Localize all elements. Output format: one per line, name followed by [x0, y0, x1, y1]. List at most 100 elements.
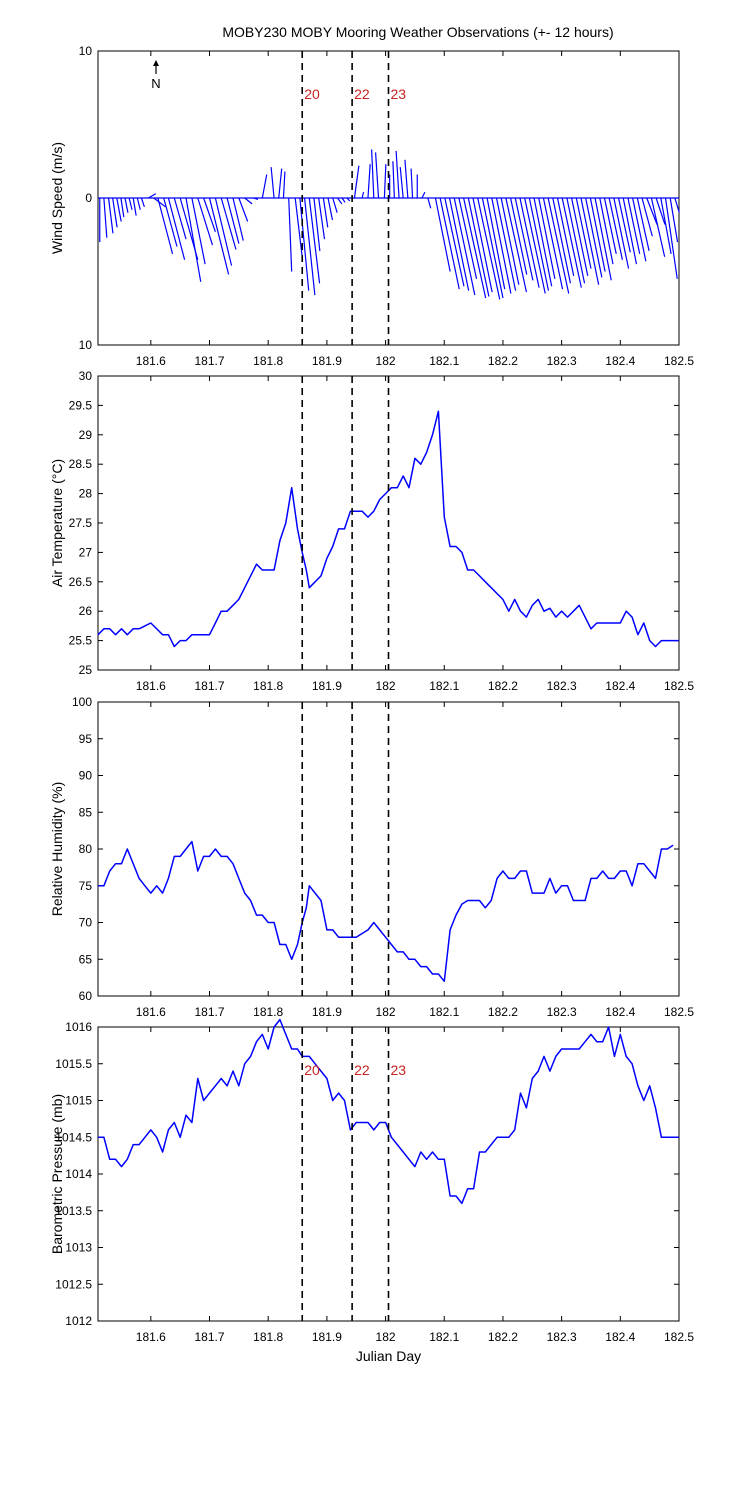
wind-vector — [103, 197, 108, 238]
wind-vector — [313, 197, 321, 251]
wind-vector — [646, 197, 658, 225]
wind-vector — [599, 197, 614, 265]
wind-vector — [491, 197, 512, 294]
wind-vector — [392, 161, 395, 199]
y-axis-label: Relative Humidity (%) — [49, 782, 65, 917]
y-tick-label: 1012 — [65, 1314, 92, 1328]
x-tick-label: 182.2 — [488, 679, 518, 693]
wind-vector — [395, 150, 400, 199]
y-tick-label: 29.5 — [69, 398, 93, 412]
panel-rh: 181.6 181.7 181.8 181.9 182 182.1 182.2 182.3 18… — [49, 695, 694, 1019]
x-tick-label: 181.6 — [136, 1330, 166, 1344]
wind-vector — [481, 197, 504, 299]
wind-vector — [226, 197, 240, 244]
y-tick-label: 28 — [79, 487, 93, 501]
wind-vector — [594, 197, 612, 281]
wind-vector — [353, 165, 360, 199]
wind-vector — [383, 164, 387, 199]
wind-vector — [132, 197, 137, 216]
y-axis-label: Air Temperature (°C) — [49, 459, 65, 587]
y-tick-label: 75 — [79, 879, 93, 893]
x-tick-label: 182.3 — [547, 1005, 577, 1019]
wind-vector — [505, 197, 528, 293]
wind-vector — [613, 197, 630, 269]
x-tick-label: 181.9 — [312, 354, 342, 368]
panel-wind: 181.6 181.7 181.8 181.9 182 182.1 182.2 182.3 18… — [49, 44, 694, 368]
y-tick-label: 25 — [79, 663, 93, 677]
wind-vector — [542, 197, 564, 290]
y-tick-label: 0 — [85, 191, 92, 205]
wind-vector — [261, 174, 268, 199]
x-axis-label: Julian Day — [356, 1348, 421, 1364]
wind-vector — [421, 191, 426, 199]
x-tick-label: 182.2 — [488, 354, 518, 368]
wind-vector — [157, 197, 174, 255]
wind-vector — [636, 197, 650, 252]
y-tick-label: 25.5 — [69, 634, 93, 648]
event-marker-label: 22 — [354, 86, 370, 102]
y-tick-label: 1015.5 — [55, 1057, 92, 1071]
event-marker-label: 23 — [391, 1062, 407, 1078]
event-marker-label: 23 — [391, 86, 407, 102]
wind-vector — [318, 197, 326, 240]
wind-vector — [524, 197, 546, 294]
y-tick-label: 1015 — [65, 1094, 92, 1108]
wind-vector — [288, 197, 293, 272]
wind-vector — [371, 149, 375, 199]
x-tick-label: 181.9 — [312, 679, 342, 693]
y-tick-label: 26.5 — [69, 575, 93, 589]
wind-vector — [467, 197, 490, 297]
wind-vector — [346, 197, 351, 202]
wind-vector — [519, 197, 540, 288]
wind-vector — [327, 197, 334, 221]
wind-vector — [585, 197, 603, 278]
wind-vector — [238, 197, 249, 222]
x-tick-label: 181.8 — [253, 1005, 283, 1019]
y-axis-label: Wind Speed (m/s) — [49, 142, 65, 254]
wind-vector — [434, 197, 451, 272]
wind-vector — [374, 152, 380, 199]
wind-vector — [561, 197, 582, 288]
wind-vector — [463, 197, 487, 299]
x-tick-label: 182 — [376, 679, 396, 693]
wind-vector — [632, 197, 647, 262]
wind-vector — [655, 197, 666, 225]
x-tick-label: 182.3 — [547, 354, 577, 368]
wind-vector — [453, 197, 476, 296]
wind-vector — [128, 197, 133, 210]
wind-vector — [332, 197, 338, 213]
wind-vector — [627, 197, 641, 254]
wind-vector — [116, 197, 122, 222]
wind-vector — [664, 197, 678, 279]
wind-vector — [603, 197, 617, 254]
event-marker-label: 22 — [354, 1062, 370, 1078]
wind-vector — [148, 193, 157, 199]
wind-vector — [322, 197, 329, 228]
wind-vector — [203, 197, 216, 233]
wind-vector — [571, 197, 589, 277]
wind-vector — [361, 191, 365, 199]
wind-vector — [294, 197, 304, 260]
y-tick-label: 1014.5 — [55, 1130, 92, 1144]
y-tick-label: 70 — [79, 916, 93, 930]
wind-vector — [538, 197, 556, 279]
x-tick-label: 182 — [376, 1330, 396, 1344]
wind-vector — [444, 197, 465, 287]
wind-vector — [185, 197, 202, 282]
x-tick-label: 181.9 — [312, 1005, 342, 1019]
wind-vector — [336, 197, 343, 205]
wind-vector — [299, 197, 310, 291]
wind-vector — [214, 197, 233, 266]
wind-vector — [674, 197, 680, 213]
wind-vector — [660, 197, 672, 254]
wind-vector — [641, 197, 653, 237]
wind-vector — [191, 197, 206, 265]
x-tick-label: 182.4 — [605, 354, 635, 368]
x-tick-label: 181.8 — [253, 1330, 283, 1344]
wind-vector — [669, 197, 679, 243]
x-tick-label: 181.7 — [194, 1005, 224, 1019]
wind-vector — [112, 197, 118, 228]
wind-vector — [308, 197, 321, 284]
wind-vector — [367, 164, 371, 199]
x-tick-label: 181.7 — [194, 354, 224, 368]
